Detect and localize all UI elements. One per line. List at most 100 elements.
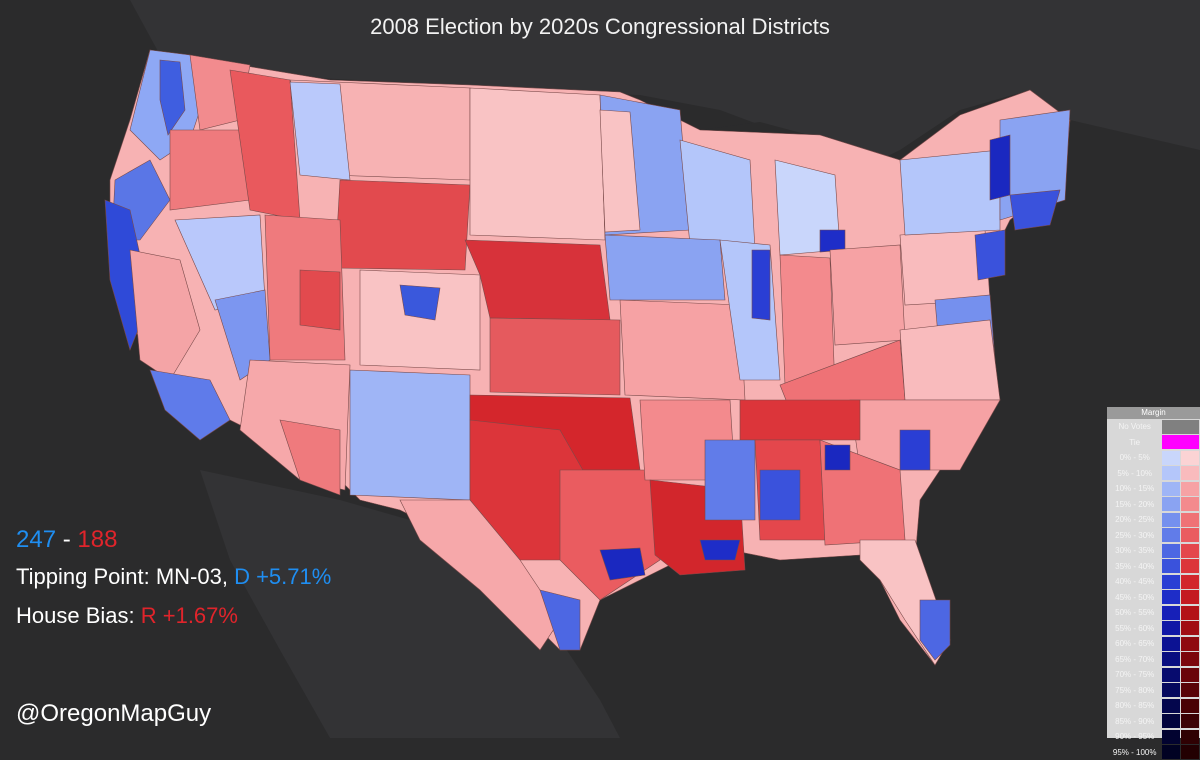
- legend-bin-label: 35% - 40%: [1107, 562, 1162, 571]
- region-utah-n: [300, 270, 340, 330]
- tipping-point: Tipping Point: MN-03, D +5.71%: [16, 564, 331, 590]
- legend-rep-swatch: [1181, 466, 1199, 480]
- legend-dem-swatch: [1162, 528, 1180, 542]
- legend-bin-label: 25% - 30%: [1107, 531, 1162, 540]
- legend-bins: 0% - 5% 5% - 10% 10% - 15% 15% - 20% 20% - 2…: [1107, 450, 1200, 760]
- legend-rep-swatch: [1181, 714, 1199, 728]
- region-tennessee: [740, 400, 860, 440]
- legend-bin-label: 10% - 15%: [1107, 484, 1162, 493]
- seat-separator: -: [63, 526, 71, 553]
- legend-dem-swatch: [1162, 451, 1180, 465]
- region-charlotte: [900, 430, 930, 470]
- region-vermont: [990, 135, 1010, 200]
- legend-bin-row: 30% - 35%: [1107, 543, 1200, 559]
- region-new-orleans: [700, 540, 740, 560]
- legend-bin-label: 60% - 65%: [1107, 639, 1162, 648]
- legend-bin-label: 85% - 90%: [1107, 717, 1162, 726]
- legend-bin-row: 0% - 5%: [1107, 450, 1200, 466]
- seat-count: 247 - 188: [16, 526, 117, 554]
- region-dakotas: [470, 88, 605, 240]
- legend-bin-label: 50% - 55%: [1107, 608, 1162, 617]
- house-bias-label: House Bias:: [16, 603, 141, 628]
- legend-bin-row: 55% - 60%: [1107, 621, 1200, 637]
- legend-rep-swatch: [1181, 497, 1199, 511]
- region-nyc: [975, 230, 1005, 280]
- legend-bin-row: 10% - 15%: [1107, 481, 1200, 497]
- legend-dem-swatch: [1162, 466, 1180, 480]
- legend-title: Margin: [1107, 407, 1200, 419]
- legend-bin-row: 15% - 20%: [1107, 497, 1200, 513]
- legend-bin-row: 5% - 10%: [1107, 466, 1200, 482]
- legend-rep-swatch: [1181, 451, 1199, 465]
- legend-bin-label: 75% - 80%: [1107, 686, 1162, 695]
- legend-bin-row: 35% - 40%: [1107, 559, 1200, 575]
- legend-dem-swatch: [1162, 590, 1180, 604]
- legend-dem-swatch: [1162, 637, 1180, 651]
- legend-dem-swatch: [1162, 683, 1180, 697]
- legend-bin-row: 50% - 55%: [1107, 605, 1200, 621]
- region-missouri: [620, 300, 745, 400]
- region-atlanta: [825, 445, 850, 470]
- legend-bin-label: 15% - 20%: [1107, 500, 1162, 509]
- legend-bin-label: 65% - 70%: [1107, 655, 1162, 664]
- region-colorado: [360, 270, 480, 370]
- legend-rep-swatch: [1181, 745, 1199, 759]
- legend-bin-label: 20% - 25%: [1107, 515, 1162, 524]
- region-chicago: [752, 250, 770, 320]
- region-wyoming: [335, 180, 470, 270]
- legend-bin-label: 90% - 95%: [1107, 732, 1162, 741]
- tipping-point-label: Tipping Point: MN-03,: [16, 564, 234, 589]
- legend-rep-swatch: [1181, 590, 1199, 604]
- legend-dem-swatch: [1162, 745, 1180, 759]
- legend-bin-label: 40% - 45%: [1107, 577, 1162, 586]
- author-credit: @OregonMapGuy: [16, 700, 211, 728]
- legend-rep-swatch: [1181, 575, 1199, 589]
- legend-rep-swatch: [1181, 652, 1199, 666]
- legend-dem-swatch: [1162, 652, 1180, 666]
- legend-dem-swatch: [1162, 699, 1180, 713]
- legend-no-votes-swatch: [1162, 420, 1199, 434]
- legend-rep-swatch: [1181, 683, 1199, 697]
- region-ohio: [830, 245, 905, 345]
- legend-rep-swatch: [1181, 559, 1199, 573]
- legend-bin-label: 5% - 10%: [1107, 469, 1162, 478]
- legend-dem-swatch: [1162, 668, 1180, 682]
- region-new-york: [900, 150, 1000, 235]
- legend-rep-swatch: [1181, 513, 1199, 527]
- legend-tie-label: Tie: [1107, 438, 1162, 447]
- legend-dem-swatch: [1162, 559, 1180, 573]
- legend-rep-swatch: [1181, 528, 1199, 542]
- legend-tie-swatch: [1162, 435, 1199, 449]
- legend-dem-swatch: [1162, 621, 1180, 635]
- legend-rep-swatch: [1181, 544, 1199, 558]
- legend-bin-label: 80% - 85%: [1107, 701, 1162, 710]
- region-detroit: [820, 230, 845, 252]
- region-kansas: [490, 318, 620, 395]
- legend-bin-row: 60% - 65%: [1107, 636, 1200, 652]
- region-virginia: [900, 320, 1000, 400]
- legend-bin-row: 95% - 100%: [1107, 745, 1200, 760]
- region-birmingham: [760, 470, 800, 520]
- region-denver: [400, 285, 440, 320]
- region-oregon-east: [170, 130, 250, 210]
- legend-dem-swatch: [1162, 575, 1180, 589]
- legend-row-no-votes: No Votes: [1107, 419, 1200, 435]
- legend-dem-swatch: [1162, 714, 1180, 728]
- legend-bin-row: 75% - 80%: [1107, 683, 1200, 699]
- legend-dem-swatch: [1162, 606, 1180, 620]
- legend-bin-label: 95% - 100%: [1107, 748, 1162, 757]
- map-title: 2008 Election by 2020s Congressional Dis…: [0, 14, 1200, 40]
- legend-rep-swatch: [1181, 621, 1199, 635]
- legend-rep-swatch: [1181, 606, 1199, 620]
- legend-bin-row: 20% - 25%: [1107, 512, 1200, 528]
- legend-bin-label: 70% - 75%: [1107, 670, 1162, 679]
- legend-dem-swatch: [1162, 482, 1180, 496]
- legend-rep-swatch: [1181, 730, 1199, 744]
- house-bias: House Bias: R +1.67%: [16, 603, 238, 629]
- legend-rep-swatch: [1181, 637, 1199, 651]
- legend-bin-row: 45% - 50%: [1107, 590, 1200, 606]
- legend-bin-label: 55% - 60%: [1107, 624, 1162, 633]
- legend-no-votes-label: No Votes: [1107, 422, 1162, 431]
- legend-bin-label: 30% - 35%: [1107, 546, 1162, 555]
- tipping-point-value: D +5.71%: [234, 564, 331, 589]
